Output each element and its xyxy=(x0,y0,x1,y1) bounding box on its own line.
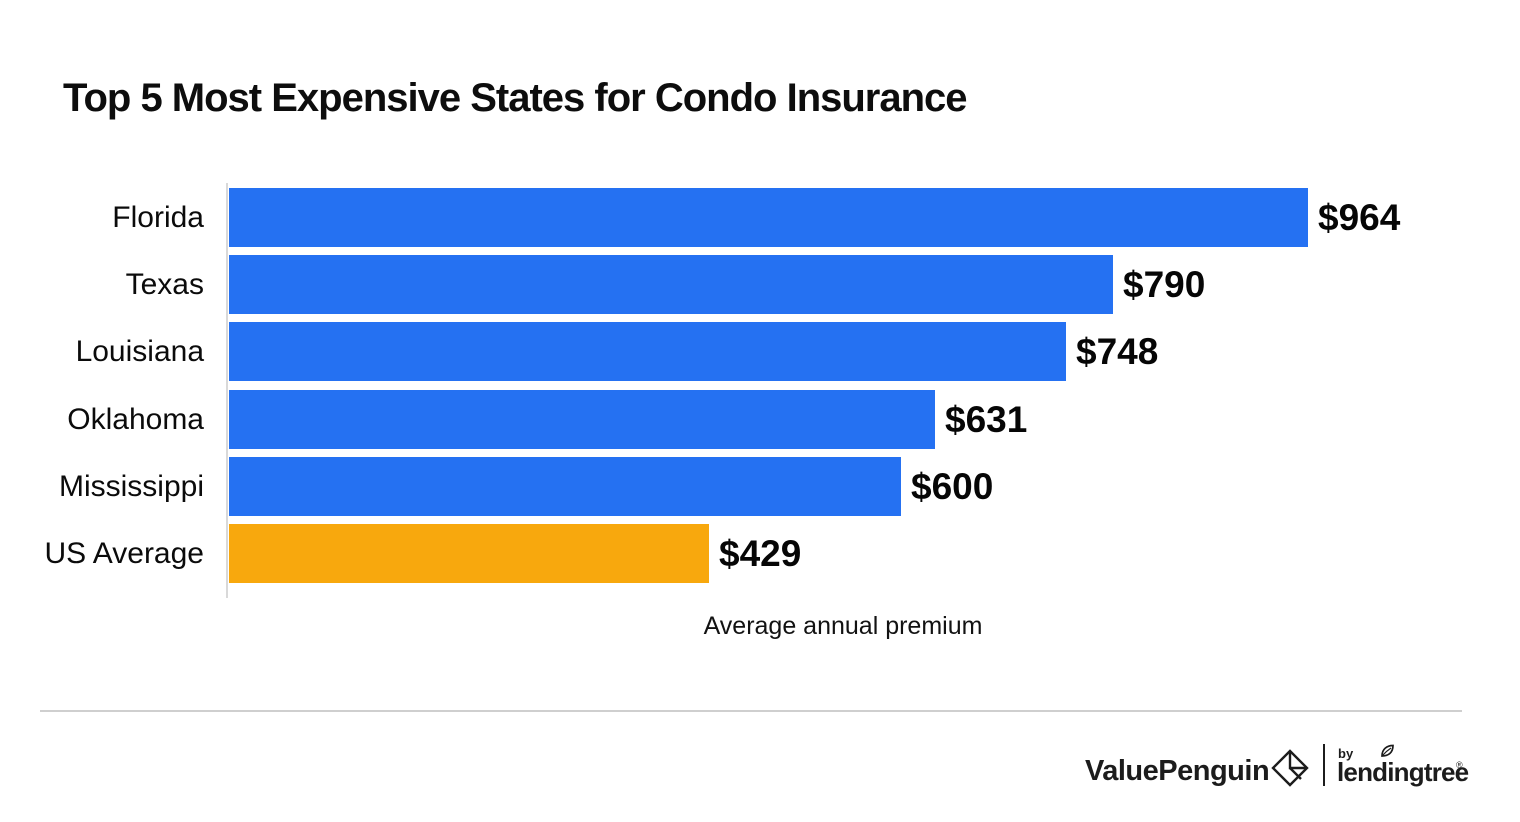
bar xyxy=(229,390,935,449)
bar xyxy=(229,457,901,516)
value-label: $964 xyxy=(1318,197,1401,238)
chart-row: Mississippi $600 xyxy=(0,457,1520,516)
chart-row: Oklahoma $631 xyxy=(0,390,1520,449)
category-label: US Average xyxy=(44,537,204,570)
chart-title: Top 5 Most Expensive States for Condo In… xyxy=(63,76,968,120)
chart-row: Louisiana $748 xyxy=(0,322,1520,381)
divider-line xyxy=(40,710,1462,712)
value-label: $429 xyxy=(719,533,802,574)
chart-row: US Average $429 xyxy=(0,524,1520,583)
value-label: $631 xyxy=(945,399,1028,440)
bar xyxy=(229,322,1066,381)
bar xyxy=(229,255,1113,314)
value-label: $600 xyxy=(911,466,994,507)
category-label: Louisiana xyxy=(75,335,204,368)
category-label: Florida xyxy=(112,201,204,234)
valuepenguin-wordmark: ValuePenguin xyxy=(1085,755,1270,787)
category-label: Mississippi xyxy=(58,470,204,503)
y-axis-line xyxy=(226,183,228,598)
by-label: by xyxy=(1338,746,1354,761)
category-label: Texas xyxy=(125,268,204,301)
category-label: Oklahoma xyxy=(67,403,204,436)
separator-line xyxy=(1323,744,1325,786)
x-axis-label: Average annual premium xyxy=(703,612,983,640)
lendingtree-leaf-icon xyxy=(1379,743,1396,765)
value-label: $790 xyxy=(1123,264,1206,305)
bar xyxy=(229,188,1308,247)
chart-row: Florida $964 xyxy=(0,188,1520,247)
value-label: $748 xyxy=(1076,331,1159,372)
lendingtree-wordmark: lendingtree xyxy=(1337,757,1469,787)
chart-row: Texas $790 xyxy=(0,255,1520,314)
valuepenguin-diamond-icon xyxy=(1270,748,1310,793)
registered-trademark: ® xyxy=(1456,760,1463,770)
bar xyxy=(229,524,709,583)
